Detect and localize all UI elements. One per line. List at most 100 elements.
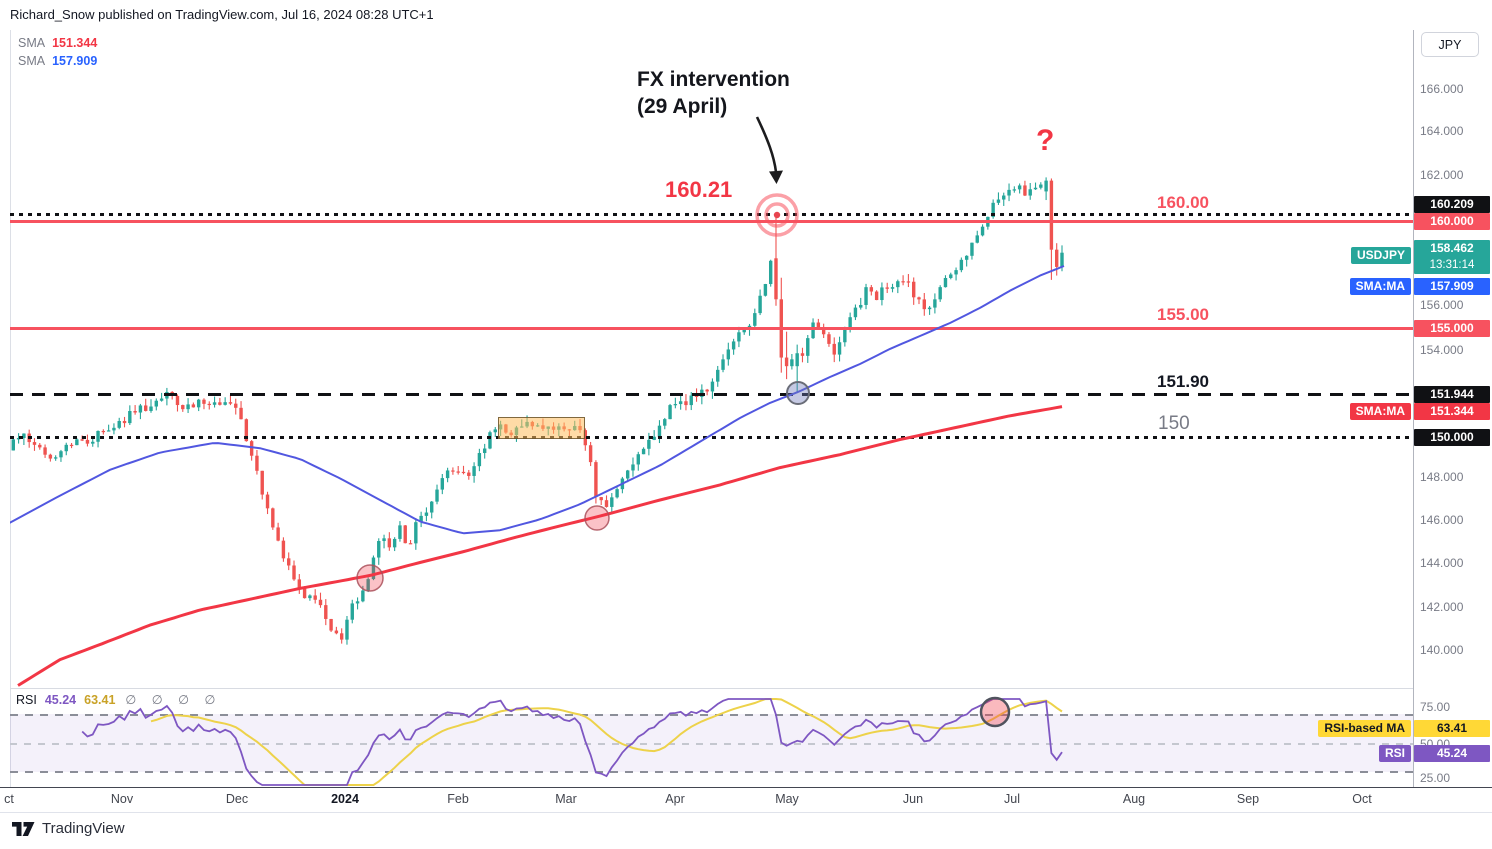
supply-zone-box[interactable] bbox=[498, 417, 585, 439]
sma50-line bbox=[10, 265, 1065, 535]
candle-body-71 bbox=[382, 538, 386, 542]
candle-body-176 bbox=[938, 287, 942, 300]
level-150-badge: 150.000 bbox=[1414, 428, 1490, 446]
sma50-badge-float-label: SMA:MA bbox=[1349, 277, 1411, 295]
candle-body-27 bbox=[149, 406, 153, 411]
candle-body-12 bbox=[69, 444, 74, 447]
candle-body-44 bbox=[239, 407, 243, 420]
level-line-160[interactable] bbox=[10, 220, 1413, 223]
candle-body-50 bbox=[271, 508, 275, 528]
candle-body-142 bbox=[758, 295, 762, 314]
rsi-50-line bbox=[10, 743, 1413, 745]
candle-body-39 bbox=[212, 402, 217, 405]
candle-body-183 bbox=[975, 235, 979, 243]
rsi-badge: 45.24 bbox=[1414, 744, 1490, 762]
candle-body-156 bbox=[832, 343, 836, 355]
candle-body-135 bbox=[721, 359, 725, 370]
time-label-Jun: Jun bbox=[902, 792, 924, 806]
candle-body-43 bbox=[234, 403, 238, 408]
candle-body-75 bbox=[403, 525, 407, 544]
candle-body-194 bbox=[1033, 187, 1038, 190]
level-label-15190: 151.90 bbox=[1157, 372, 1209, 391]
time-label-May: May bbox=[775, 792, 799, 806]
question-mark-annotation[interactable]: ? bbox=[1036, 124, 1055, 157]
candle-body-66 bbox=[355, 601, 360, 604]
candle-body-126 bbox=[673, 404, 678, 406]
candle-body-51 bbox=[276, 527, 280, 541]
candle-body-155 bbox=[827, 334, 831, 344]
sma50-legend-row[interactable]: SMA 157.909 bbox=[18, 52, 97, 70]
fx-intervention-annotation[interactable]: FX intervention (29 April) bbox=[637, 66, 790, 120]
level-line-160209[interactable] bbox=[10, 213, 1413, 216]
candle-body-130 bbox=[694, 395, 699, 397]
candle-body-168 bbox=[896, 281, 900, 288]
candle-body-133 bbox=[710, 381, 715, 392]
candle-body-52 bbox=[281, 540, 286, 559]
level-line-15190[interactable] bbox=[10, 393, 1413, 396]
candle-body-53 bbox=[287, 558, 291, 566]
pane-divider[interactable] bbox=[10, 688, 1413, 689]
candle-body-63 bbox=[339, 633, 344, 640]
candle-body-13 bbox=[75, 439, 79, 446]
level-line-155[interactable] bbox=[10, 327, 1413, 330]
rsi-30-line bbox=[10, 771, 1413, 773]
candle-body-36 bbox=[196, 399, 201, 408]
sma200-touch-mar bbox=[584, 505, 610, 531]
sma200-legend-row[interactable]: SMA 151.344 bbox=[18, 34, 97, 52]
candle-body-11 bbox=[64, 444, 68, 452]
candle-body-23 bbox=[128, 411, 132, 424]
candle-body-35 bbox=[191, 404, 196, 408]
time-label-Oct: Oct bbox=[1352, 792, 1372, 806]
candle-body-65 bbox=[350, 603, 354, 620]
candle-body-141 bbox=[753, 313, 757, 326]
sma200-legend-value: 151.344 bbox=[52, 36, 98, 50]
level-155-badge: 155.000 bbox=[1414, 319, 1490, 337]
time-axis[interactable]: ct Nov Dec 2024 Feb Mar Apr May Jun Jul Aug Sep Oct bbox=[0, 787, 1492, 813]
candle-body-88 bbox=[472, 466, 476, 476]
candle-body-14 bbox=[80, 439, 84, 441]
time-label-Sep: Sep bbox=[1236, 792, 1260, 806]
rsi-tick-25.00: 25.00 bbox=[1420, 771, 1451, 785]
candle-body-110 bbox=[588, 445, 593, 463]
candle-body-34 bbox=[186, 404, 190, 410]
candle-body-68 bbox=[366, 579, 370, 591]
last-price-badge-price: 158.462 bbox=[1430, 241, 1474, 255]
level-label-160: 160.00 bbox=[1157, 193, 1209, 212]
candle-body-136 bbox=[726, 349, 731, 360]
candle-body-41 bbox=[223, 402, 227, 405]
fx-intervention-title: FX intervention bbox=[637, 68, 790, 91]
candle-body-164 bbox=[874, 291, 879, 301]
rsi-legend[interactable]: RSI 45.24 63.41 ∅ ∅ ∅ ∅ bbox=[16, 692, 221, 707]
candle-body-18 bbox=[101, 430, 106, 433]
byline: Richard_Snow published on TradingView.co… bbox=[10, 7, 434, 22]
sma50-legend-label: SMA bbox=[18, 54, 46, 68]
candle-body-165 bbox=[880, 287, 884, 301]
tradingview-attribution[interactable]: TradingView bbox=[12, 820, 125, 837]
candle-body-47 bbox=[255, 455, 259, 471]
candle-body-70 bbox=[377, 541, 381, 558]
level-line-150[interactable] bbox=[10, 436, 1413, 439]
candle-body-10 bbox=[59, 451, 63, 458]
time-label-Nov: Nov bbox=[110, 792, 134, 806]
currency-toggle-button[interactable]: JPY bbox=[1421, 32, 1479, 57]
candle-body-77 bbox=[414, 522, 418, 544]
time-label-ct: ct bbox=[4, 792, 14, 806]
candle-body-190 bbox=[1012, 189, 1017, 191]
last-price-badge-float-label: USDJPY bbox=[1350, 246, 1411, 264]
time-label-Jul: Jul bbox=[1004, 792, 1020, 806]
candle-body-113 bbox=[604, 500, 609, 507]
time-label-2024: 2024 bbox=[331, 792, 359, 806]
candle-body-9 bbox=[53, 457, 58, 459]
level-label-150: 150 bbox=[1158, 413, 1190, 434]
rsi-ma-badge: 63.41 bbox=[1414, 719, 1490, 737]
candle-body-59 bbox=[318, 599, 323, 606]
candle-body-195 bbox=[1039, 184, 1043, 188]
rsi-tick-75.00: 75.00 bbox=[1420, 700, 1451, 714]
candle-body-118 bbox=[631, 464, 635, 471]
candle-body-128 bbox=[684, 401, 688, 406]
candle-body-86 bbox=[461, 471, 466, 474]
rsi-legend-empties: ∅ ∅ ∅ ∅ bbox=[125, 693, 222, 707]
candle-body-175 bbox=[933, 299, 937, 308]
candle-body-151 bbox=[806, 338, 810, 356]
